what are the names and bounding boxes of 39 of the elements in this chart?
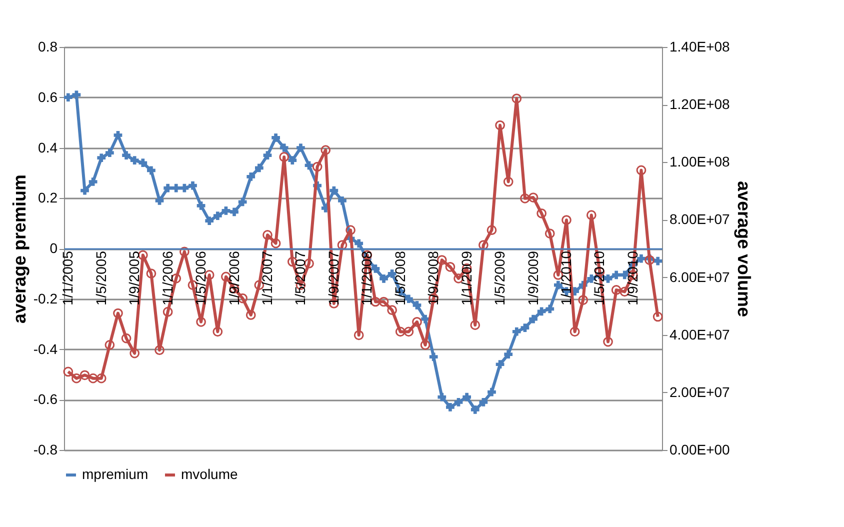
- y2-axis-title: average volume: [734, 180, 754, 318]
- y-tick-label: -0.6: [33, 391, 58, 408]
- y-tick-label: -0.4: [33, 340, 58, 357]
- x-tick-label: 1/5/2007: [292, 250, 308, 306]
- legend-label: mpremium: [82, 466, 148, 482]
- y-tick-label: -0.2: [33, 290, 58, 306]
- y2-tick-label: 1.20E+08: [670, 96, 730, 112]
- x-tick-label: 1/1/2010: [558, 250, 574, 306]
- x-tick-label: 1/1/2006: [159, 250, 176, 306]
- y-tick-label: -0.8: [33, 442, 58, 458]
- x-tick-label: 1/9/2008: [425, 250, 442, 306]
- y-tick-label: 0.2: [38, 190, 58, 206]
- legend-label: mvolume: [181, 466, 238, 482]
- y-tick-label: 0.8: [38, 38, 58, 54]
- y2-tick-label: 2.00E+07: [670, 384, 730, 400]
- x-tick-label: 1/5/2005: [92, 250, 109, 306]
- x-tick-label: 1/9/2007: [325, 250, 342, 306]
- y-tick-label: 0.4: [38, 139, 58, 156]
- y-tick-label: 0.6: [38, 88, 58, 105]
- x-tick-label: 1/5/2006: [192, 250, 209, 306]
- y-tick-label: 0: [50, 240, 58, 256]
- x-tick-label: 1/5/2008: [392, 250, 408, 306]
- y2-tick-label: 6.00E+07: [670, 268, 730, 285]
- y-axis-title: average premium: [9, 174, 30, 324]
- y2-tick-label: 4.00E+07: [670, 326, 730, 342]
- x-tick-label: 1/1/2005: [60, 250, 76, 306]
- x-tick-label: 1/9/2006: [226, 250, 242, 306]
- x-tick-label: 1/1/2009: [458, 250, 474, 306]
- x-tick-label: 1/9/2009: [524, 250, 541, 306]
- x-tick-label: 1/1/2008: [358, 250, 375, 306]
- x-tick-label: 1/9/2010: [624, 250, 640, 306]
- x-tick-label: 1/1/2007: [258, 250, 275, 306]
- y2-tick-label: 8.00E+07: [670, 211, 730, 228]
- x-tick-label: 1/5/2009: [492, 250, 508, 306]
- x-tick-label: 1/9/2005: [126, 250, 142, 306]
- x-tick-label: 1/5/2010: [591, 250, 608, 306]
- y2-tick-label: 1.00E+08: [670, 154, 730, 170]
- y2-tick-label: 1.40E+08: [670, 38, 730, 54]
- y2-tick-label: 0.00E+00: [670, 442, 730, 458]
